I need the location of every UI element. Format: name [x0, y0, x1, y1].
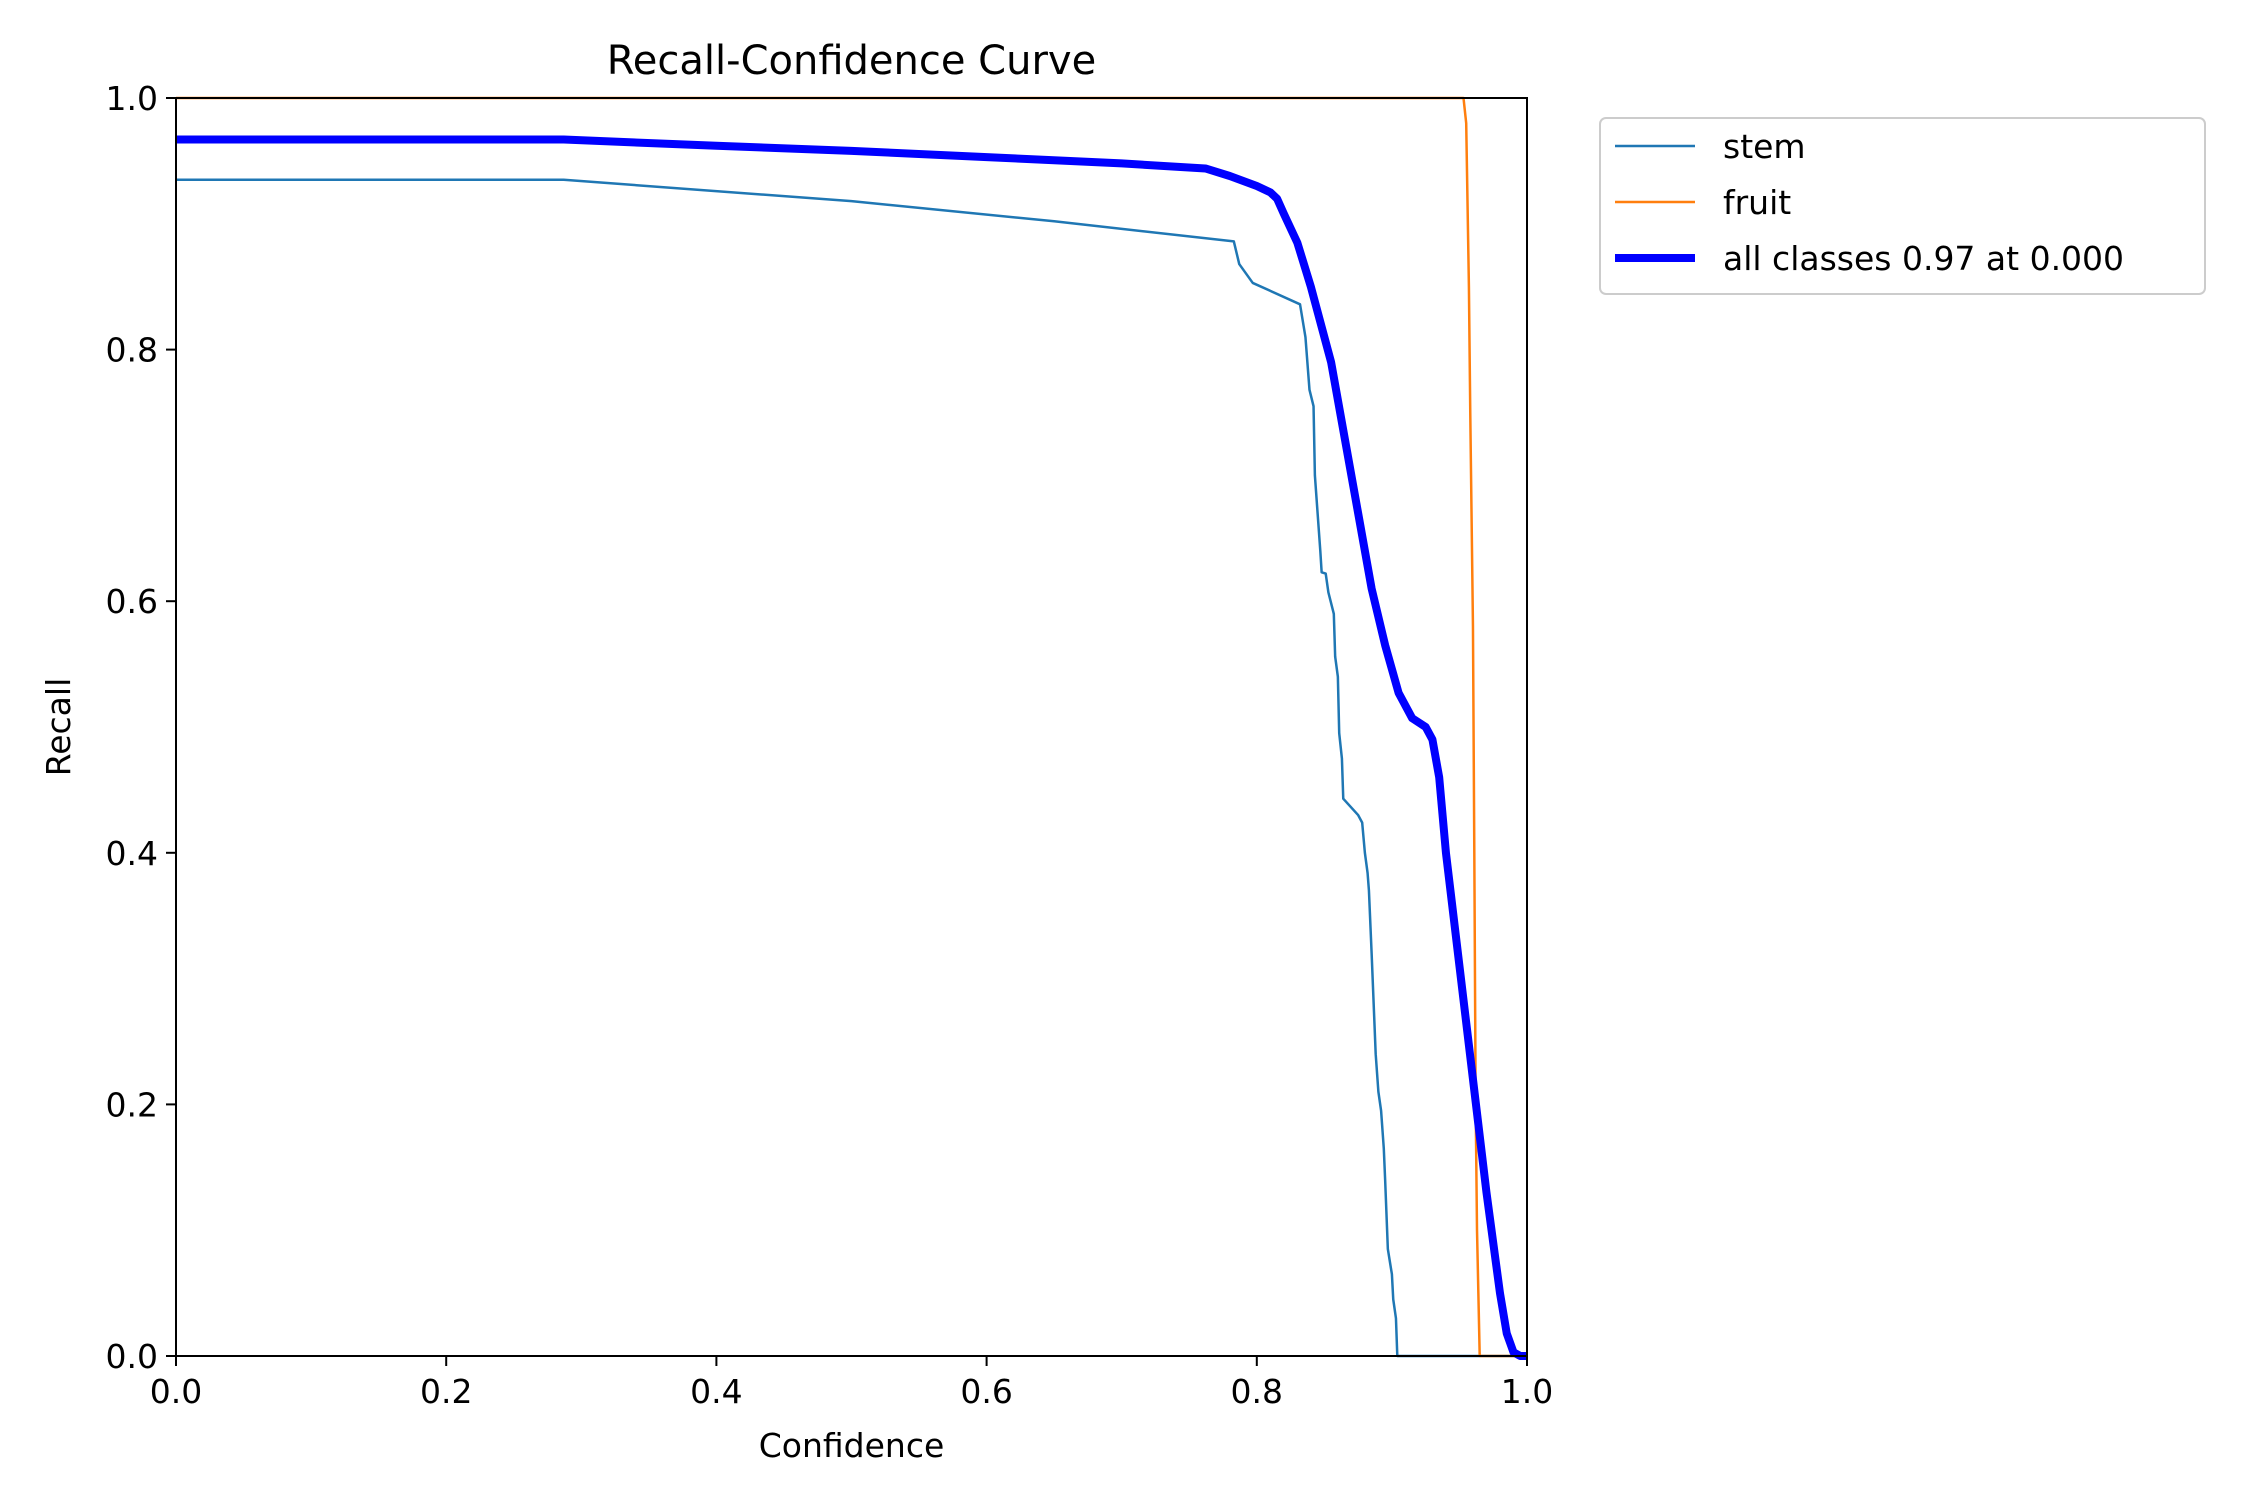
legend: stem fruit all classes 0.97 at 0.000	[1599, 117, 2206, 295]
x-tick-label: 0.6	[960, 1372, 1012, 1411]
x-tick-label: 0.8	[1231, 1372, 1283, 1411]
series-line-stem	[176, 178, 1527, 1358]
plot-lines	[176, 96, 1527, 1360]
x-tick-label: 0.2	[420, 1372, 472, 1411]
y-tick-label: 0.2	[106, 1085, 158, 1124]
y-tick-label: 1.0	[106, 79, 158, 118]
plot-frame	[175, 97, 1528, 1357]
legend-entry-label: all classes 0.97 at 0.000	[1723, 239, 2124, 278]
x-tick-label: 1.0	[1501, 1372, 1553, 1411]
x-tick-label: 0.0	[150, 1372, 202, 1411]
legend-box	[1599, 117, 2206, 295]
x-tick-label: 0.4	[690, 1372, 742, 1411]
y-axis-label: Recall	[39, 678, 78, 776]
series-line-all-classes	[176, 135, 1527, 1360]
y-tick-label: 0.6	[106, 582, 158, 621]
y-tick-label: 0.4	[106, 834, 158, 873]
y-axis-ticks: 0.0 0.2 0.4 0.6 0.8 1.0	[106, 79, 176, 1376]
y-tick-label: 0.0	[106, 1337, 158, 1376]
y-tick-label: 0.8	[106, 331, 158, 370]
series-line-fruit	[176, 96, 1527, 1358]
legend-entry-label: fruit	[1723, 183, 1791, 222]
legend-entry-label: stem	[1723, 127, 1806, 166]
chart-title: Recall-Confidence Curve	[607, 38, 1096, 84]
x-axis-label: Confidence	[759, 1426, 945, 1465]
x-axis-ticks: 0.0 0.2 0.4 0.6 0.8 1.0	[150, 1356, 1553, 1411]
